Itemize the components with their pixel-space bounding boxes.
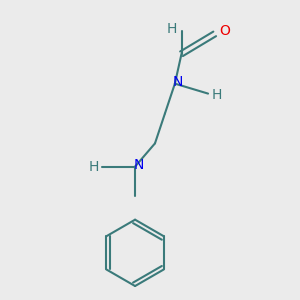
- Text: H: H: [88, 160, 99, 174]
- Text: N: N: [173, 75, 183, 89]
- Text: O: O: [219, 24, 230, 38]
- Text: H: H: [211, 88, 221, 102]
- Text: N: N: [133, 158, 144, 172]
- Text: H: H: [167, 22, 177, 36]
